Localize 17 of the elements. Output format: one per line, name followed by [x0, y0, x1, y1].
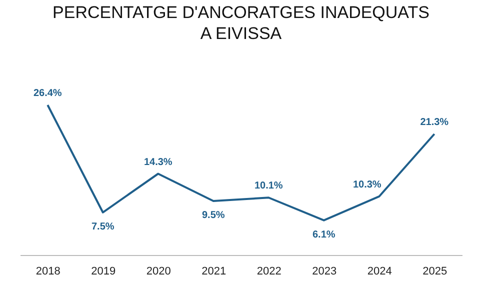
data-label: 6.1%	[312, 229, 336, 240]
data-label: 26.4%	[33, 88, 62, 99]
x-tick-label: 2021	[202, 266, 226, 278]
x-tick-label: 2025	[422, 266, 448, 278]
x-tick-label: 2019	[91, 266, 116, 278]
x-tick-label: 2024	[367, 266, 392, 278]
data-label: 10.3%	[352, 179, 382, 190]
data-label: 10.1%	[254, 180, 283, 192]
x-tick-label: 2022	[256, 266, 282, 278]
data-label: 9.5%	[202, 210, 225, 222]
x-tick-label: 2023	[312, 266, 337, 278]
x-tick-label: 2018	[36, 266, 60, 278]
x-tick-label: 2020	[146, 266, 171, 278]
data-label: 7.5%	[91, 221, 114, 232]
chart-title: PERCENTATGE D'ANCORATGES INADEQUATS A EIVISSA	[52, 3, 430, 43]
data-label: 21.3%	[420, 116, 449, 128]
data-label: 14.3%	[144, 156, 172, 168]
